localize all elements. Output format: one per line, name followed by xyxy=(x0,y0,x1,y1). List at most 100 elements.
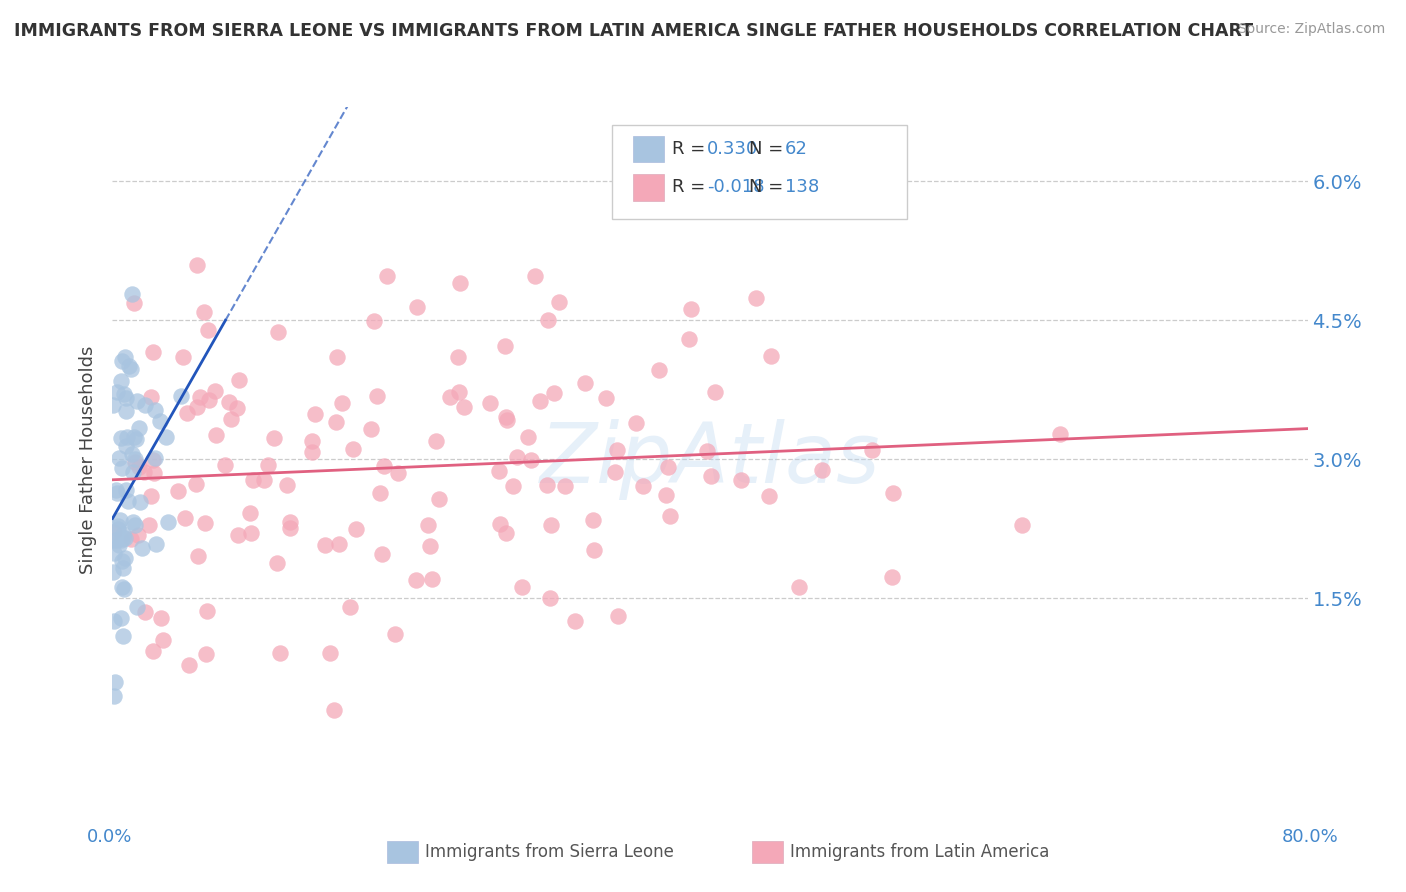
Point xyxy=(387,467,409,481)
Point xyxy=(495,526,517,541)
Point xyxy=(860,442,883,457)
Point xyxy=(131,541,153,556)
Point xyxy=(141,391,163,405)
Point xyxy=(506,450,529,464)
Point xyxy=(267,325,290,339)
Text: R =: R = xyxy=(672,178,711,196)
Point xyxy=(143,402,166,417)
Point xyxy=(142,453,165,467)
Point xyxy=(363,314,385,328)
Point xyxy=(278,516,301,530)
Point xyxy=(328,536,350,550)
Point xyxy=(101,565,124,579)
Point xyxy=(225,401,247,416)
Point xyxy=(110,611,132,625)
Point xyxy=(112,526,135,541)
Point xyxy=(679,301,702,316)
Point xyxy=(266,556,288,570)
Point xyxy=(112,386,135,401)
Point xyxy=(157,516,180,530)
Point xyxy=(103,533,125,548)
Point xyxy=(122,296,145,310)
Point xyxy=(1049,427,1071,442)
Point xyxy=(547,294,569,309)
Point xyxy=(538,591,561,605)
Point xyxy=(114,531,136,545)
Text: -0.018: -0.018 xyxy=(707,178,765,196)
Text: R =: R = xyxy=(672,140,711,158)
Text: 80.0%: 80.0% xyxy=(1282,828,1339,846)
Text: Source: ZipAtlas.com: Source: ZipAtlas.com xyxy=(1237,22,1385,37)
Point xyxy=(564,614,586,628)
Text: N =: N = xyxy=(749,140,789,158)
Text: IMMIGRANTS FROM SIERRA LEONE VS IMMIGRANTS FROM LATIN AMERICA SINGLE FATHER HOUS: IMMIGRANTS FROM SIERRA LEONE VS IMMIGRAN… xyxy=(14,22,1253,40)
Point xyxy=(184,476,207,491)
Point xyxy=(228,528,250,542)
Point xyxy=(124,433,146,447)
Point xyxy=(103,546,125,560)
Point xyxy=(759,349,782,363)
Point xyxy=(704,384,727,399)
Text: Immigrants from Latin America: Immigrants from Latin America xyxy=(790,843,1049,861)
Text: Immigrants from Sierra Leone: Immigrants from Sierra Leone xyxy=(425,843,673,861)
Point xyxy=(115,430,138,444)
Point xyxy=(107,522,129,536)
Point xyxy=(134,397,156,411)
Point xyxy=(128,494,150,508)
Point xyxy=(344,522,367,536)
Point xyxy=(194,516,217,530)
Point xyxy=(186,258,208,272)
Point xyxy=(111,580,134,594)
Point xyxy=(101,398,124,412)
Point xyxy=(134,605,156,619)
Point xyxy=(543,386,565,401)
Point xyxy=(276,478,298,492)
Point xyxy=(108,451,131,466)
Point xyxy=(449,276,471,290)
Point xyxy=(149,414,172,428)
Point xyxy=(198,392,221,407)
Point xyxy=(495,413,517,427)
Point xyxy=(479,396,502,410)
Point xyxy=(494,339,516,353)
Point xyxy=(218,395,240,409)
Point xyxy=(655,488,678,502)
Point xyxy=(107,519,129,533)
Point xyxy=(304,407,326,421)
Point xyxy=(143,467,166,481)
Point xyxy=(219,412,242,426)
Point xyxy=(416,518,439,533)
Point xyxy=(301,434,323,449)
Point xyxy=(700,468,723,483)
Point xyxy=(582,513,605,527)
Point xyxy=(447,350,470,364)
Point xyxy=(117,493,139,508)
Text: 62: 62 xyxy=(785,140,807,158)
Point xyxy=(278,521,301,535)
Point xyxy=(366,389,388,403)
Point xyxy=(536,478,558,492)
Point xyxy=(187,549,209,563)
Point xyxy=(127,394,149,409)
Point xyxy=(510,580,533,594)
Point xyxy=(360,422,382,436)
Point xyxy=(330,396,353,410)
Point xyxy=(120,533,142,547)
Point xyxy=(111,354,134,368)
Point xyxy=(110,431,132,445)
Point xyxy=(111,461,134,475)
Point xyxy=(502,479,524,493)
Point xyxy=(256,458,278,472)
Point xyxy=(186,400,208,414)
Point xyxy=(122,466,145,480)
Point xyxy=(325,415,347,429)
Point xyxy=(111,553,134,567)
Point xyxy=(242,473,264,487)
Point xyxy=(103,689,125,703)
Point xyxy=(384,627,406,641)
Point xyxy=(554,479,576,493)
Point xyxy=(105,483,128,497)
Point xyxy=(228,373,250,387)
Point xyxy=(319,646,342,660)
Point xyxy=(263,431,285,445)
